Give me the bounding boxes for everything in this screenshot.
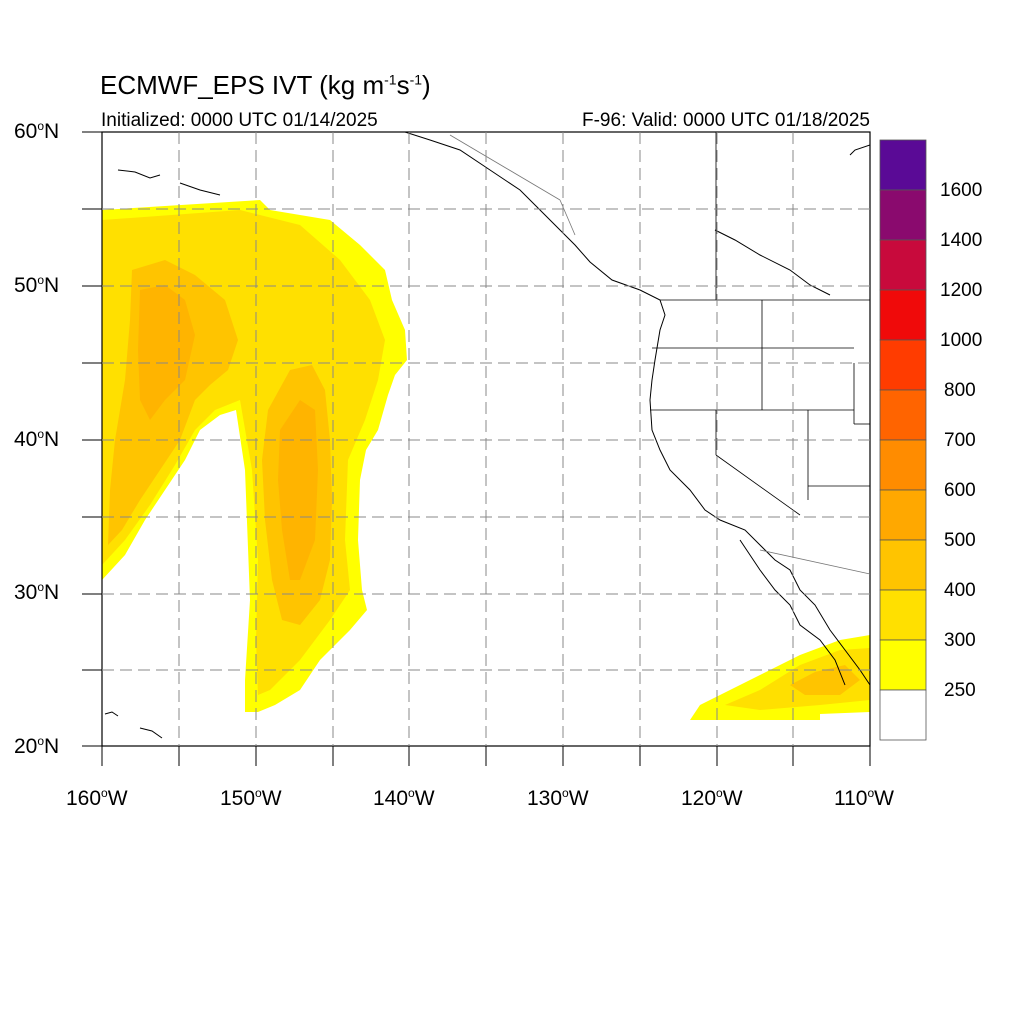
colorbar-label-1400: 1400 [940,230,983,251]
colorbar-label-600: 600 [944,480,976,501]
colorbar-label-800: 800 [944,380,976,401]
ivt-plume-south-400 [790,665,860,695]
lon-label-140: 140oW [373,786,435,810]
colorbar [879,139,927,741]
coastlines [104,132,870,739]
valid-time: F-96: Valid: 0000 UTC 01/18/2025 [582,110,870,131]
lat-lon-gridlines [102,132,870,746]
colorbar-label-400: 400 [944,580,976,601]
lat-label-30: 30oN [14,580,60,604]
lat-label-50: 50oN [14,273,60,297]
colorbar-label-500: 500 [944,530,976,551]
ivt-plume-500-a [138,285,195,420]
axis-ticks [82,131,871,766]
colorbar-label-1200: 1200 [940,280,983,301]
colorbar-label-1600: 1600 [940,180,983,201]
colorbar-label-300: 300 [944,630,976,651]
lat-label-60: 60oN [14,119,60,143]
colorbar-label-1000: 1000 [940,330,983,351]
lat-label-40: 40oN [14,427,60,451]
lon-label-160: 160oW [66,786,128,810]
lat-label-20: 20oN [14,734,60,758]
political-borders [449,132,871,575]
colorbar-label-250: 250 [944,680,976,701]
lon-label-150: 150oW [220,786,282,810]
lon-label-120: 120oW [681,786,743,810]
lon-label-130: 130oW [527,786,589,810]
map-title: ECMWF_EPS IVT (kg m-1s-1) [100,70,431,100]
ivt-plume-500-b [278,400,318,580]
lon-label-110: 110oW [834,786,894,810]
colorbar-label-700: 700 [944,430,976,451]
initialized-time: Initialized: 0000 UTC 01/14/2025 [101,110,378,131]
